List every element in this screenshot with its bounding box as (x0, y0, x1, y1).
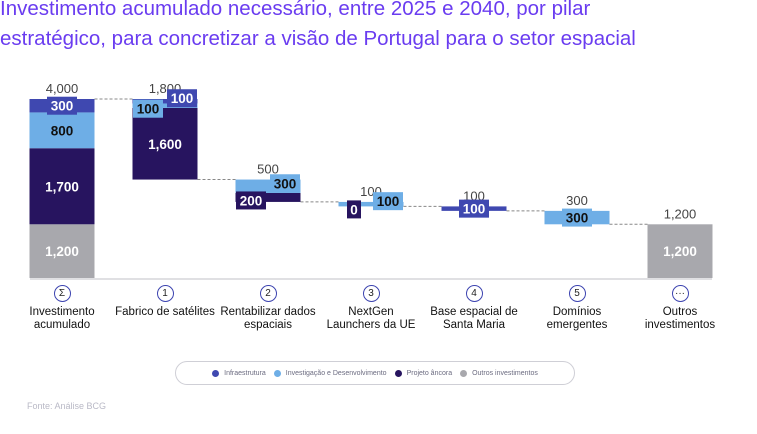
legend-dot-icon (394, 369, 402, 377)
category-text: Base espacial de Santa Maria (430, 306, 518, 331)
data-label-box (167, 89, 197, 108)
category-text: NextGen Launchers da UE (326, 306, 416, 331)
legend-item: Projeto âncora (394, 369, 453, 377)
category-text: Domínios emergentes (546, 306, 608, 331)
data-label-box (133, 99, 163, 118)
pillar-number-icon: 5 (568, 285, 586, 302)
pillar-number-icon: 2 (259, 285, 277, 302)
category-text: Investimento acumulado (29, 306, 95, 331)
category-label: 3 NextGen Launchers da UE (321, 285, 421, 332)
bar-segment-investigacao (29, 112, 95, 149)
category-label: ··· Outros investimentos (630, 285, 730, 332)
legend-item: Infraestrutura (212, 369, 266, 377)
data-label-box (459, 199, 489, 218)
bar-total-label: 1,200 (664, 206, 697, 221)
bar-segment-projeto (132, 107, 198, 180)
data-label-box (347, 200, 361, 219)
bar-segment-outros (647, 224, 713, 278)
data-label: 300 (51, 99, 74, 114)
data-label-box (47, 96, 77, 115)
data-label-box (373, 192, 403, 211)
category-label: 1 Fabrico de satélites (115, 285, 215, 319)
source-note: Fonte: Análise BCG (27, 401, 107, 411)
pillar-number-icon: ··· (671, 285, 689, 302)
data-label: 1,200 (45, 244, 79, 259)
bar-total-label: 300 (566, 193, 588, 208)
bar-total-label: 4,000 (46, 81, 79, 96)
legend-label: Investigação e Desenvolvimento (285, 369, 387, 377)
pillar-number-icon: 4 (465, 285, 483, 302)
data-label: 1,600 (148, 137, 182, 152)
data-label: 300 (274, 176, 297, 191)
chart-title: Investimento acumulado necessário, entre… (0, 0, 636, 54)
legend-label: Infraestrutura (224, 369, 266, 377)
category-label: Σ Investimento acumulado (12, 285, 112, 332)
pillar-number-icon: 3 (362, 285, 380, 302)
pillar-number-icon: 1 (156, 285, 174, 302)
title-line-2: estratégico, para concretizar a visão de… (0, 27, 636, 50)
data-label: 0 (350, 202, 358, 217)
pillar-number-icon: Σ (53, 285, 71, 302)
legend-label: Outros investimentos (472, 369, 538, 377)
legend-dot-icon (273, 369, 281, 377)
data-label: 200 (240, 193, 263, 208)
data-label: 100 (463, 202, 486, 217)
legend: Infraestrutura Investigação e Desenvolvim… (175, 361, 575, 385)
category-text: Fabrico de satélites (115, 306, 215, 318)
bar-segment-investigacao (338, 201, 404, 207)
legend-dot-icon (460, 369, 468, 377)
data-label: 100 (377, 194, 400, 209)
bar-total-label: 500 (257, 162, 279, 177)
bar-segment-investigacao (132, 103, 198, 108)
legend-item: Outros investimentos (460, 369, 538, 377)
data-label-box (270, 174, 300, 193)
data-label: 100 (171, 91, 194, 106)
data-label: 1,200 (663, 244, 697, 259)
bar-segment-infraestrutura (132, 99, 198, 104)
legend-item: Investigação e Desenvolvimento (273, 369, 387, 377)
legend-dot-icon (212, 369, 220, 377)
data-label: 800 (51, 123, 74, 138)
data-label-box (562, 208, 592, 227)
category-text: Rentabilizar dados espaciais (220, 306, 316, 331)
bar-segment-projeto (235, 192, 301, 202)
data-label-box (236, 191, 266, 210)
category-label: 5 Domínios emergentes (527, 285, 627, 332)
data-label: 100 (137, 102, 160, 117)
category-label: 4 Base espacial de Santa Maria (424, 285, 524, 332)
bar-segment-outros (29, 224, 95, 278)
data-label: 300 (566, 211, 589, 226)
category-label: 2 Rentabilizar dados espaciais (218, 285, 318, 332)
title-line-1: Investimento acumulado necessário, entre… (0, 0, 591, 20)
bar-segment-projeto (29, 148, 95, 225)
category-text: Outros investimentos (644, 306, 716, 331)
data-label: 1,700 (45, 179, 79, 194)
legend-label: Projeto âncora (406, 369, 453, 377)
